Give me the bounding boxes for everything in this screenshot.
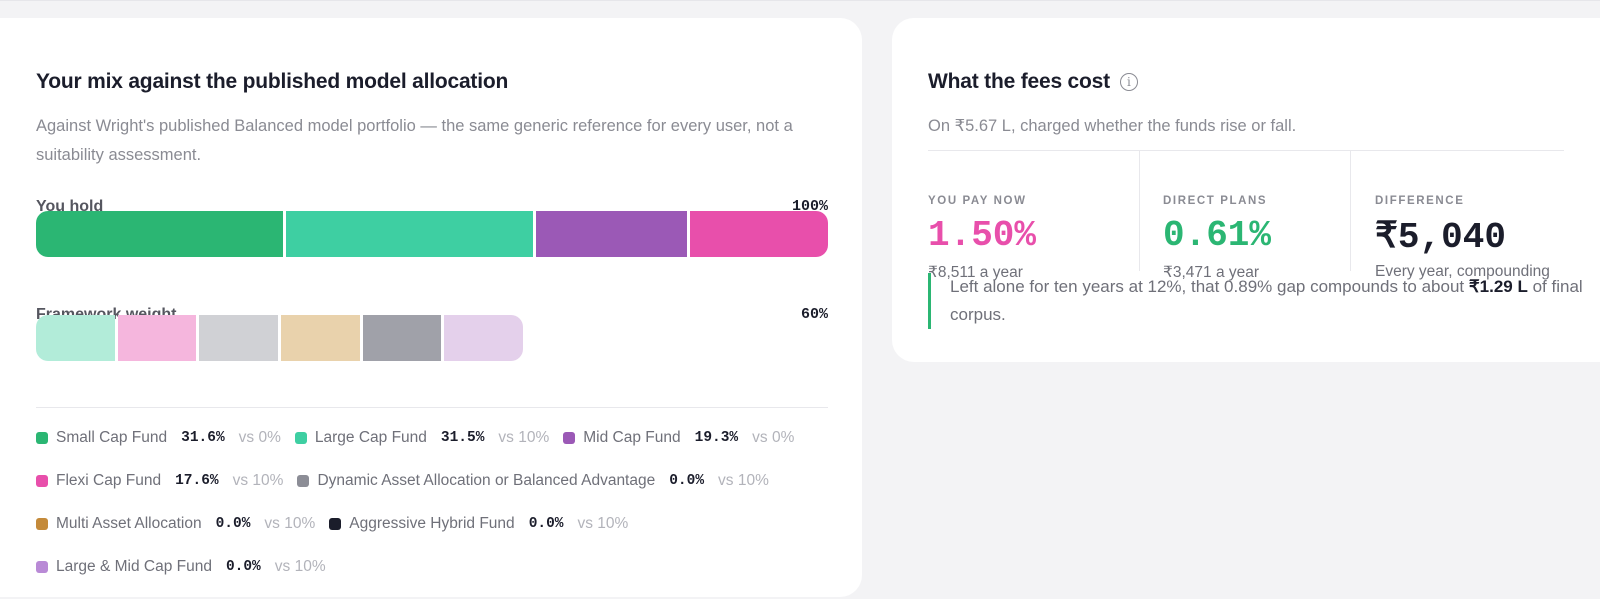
bar-segment-dynamic-asset-allocation-or-balanced-advantage — [199, 315, 279, 361]
legend-item: Large & Mid Cap Fund 0.0% vs 10% — [36, 558, 326, 576]
legend-item: Mid Cap Fund 19.3% vs 0% — [563, 429, 794, 447]
note-highlight: ₹1.29 L — [1468, 277, 1528, 296]
bar-segment-large-cap-fund — [286, 211, 534, 257]
legend-fund-value: 0.0% — [225, 559, 261, 575]
top-border — [0, 0, 1600, 1]
stat-value: 0.61% — [1163, 215, 1272, 256]
legend-fund-target: vs 10% — [498, 429, 550, 446]
hold-label: You hold — [36, 198, 104, 215]
legend-item: Large Cap Fund 31.5% vs 10% — [294, 429, 550, 447]
stat-difference: DIFFERENCE ₹5,040 Every year, compoundin… — [1350, 151, 1564, 280]
stat-label: DIRECT PLANS — [1163, 195, 1268, 207]
stat-separator — [1350, 151, 1351, 271]
legend-fund-name: Mid Cap Fund — [583, 429, 681, 446]
stat-detail: ₹8,511 a year — [928, 264, 1023, 281]
stat-label: DIFFERENCE — [1375, 195, 1465, 207]
legend-row: Multi Asset Allocation 0.0% vs 10% Aggressi… — [36, 513, 856, 535]
framework-total: 60% — [800, 306, 828, 323]
hold-total: 100% — [791, 198, 828, 215]
bar-segment-large-mid-cap-fund — [444, 315, 524, 361]
legend-item: Dynamic Asset Allocation or Balanced Adv… — [297, 472, 769, 490]
legend-fund-name: Large & Mid Cap Fund — [56, 558, 212, 575]
legend-row: Small Cap Fund 31.6% vs 0% Large Cap Fund 31… — [36, 427, 856, 449]
legend-swatch — [563, 432, 576, 444]
legend-fund-name: Flexi Cap Fund — [56, 472, 162, 489]
fees-card: What the fees cost i On ₹5.67 L, charged… — [892, 18, 1600, 362]
legend-swatch — [329, 518, 342, 530]
legend-fund-value: 31.6% — [181, 430, 225, 446]
legend-fund-name: Large Cap Fund — [314, 429, 427, 446]
hold-bar — [36, 211, 828, 257]
fees-divider — [928, 150, 1564, 151]
bar-segment-multi-asset-allocation — [281, 315, 360, 361]
legend-fund-target: vs 10% — [577, 515, 629, 532]
stat-value: ₹5,040 — [1375, 217, 1506, 258]
legend-row: Large & Mid Cap Fund 0.0% vs 10% — [36, 556, 856, 578]
legend-divider — [36, 407, 828, 408]
legend-fund-value: 17.6% — [175, 473, 219, 489]
legend-item: Small Cap Fund 31.6% vs 0% — [36, 429, 281, 447]
legend-fund-target: vs 10% — [718, 472, 769, 489]
legend-fund-name: Aggressive Hybrid Fund — [349, 515, 515, 532]
legend-fund-target: vs 10% — [264, 515, 316, 532]
legend-fund-name: Dynamic Asset Allocation or Balanced Adv… — [317, 472, 656, 489]
bar-segment-large-cap-fund — [36, 315, 115, 361]
legend-fund-value: 0.0% — [215, 516, 251, 532]
allocation-card: Your mix against the published model all… — [0, 18, 862, 597]
fees-subtitle: On ₹5.67 L, charged whether the funds ri… — [928, 117, 1297, 135]
bar-segment-flexi-cap-fund — [117, 315, 197, 361]
legend-fund-target: vs 0% — [752, 429, 795, 446]
legend-fund-name: Small Cap Fund — [56, 429, 168, 446]
compounding-note: Left alone for ten years at 12%, that 0.… — [928, 273, 1590, 329]
stat-direct-plans: DIRECT PLANS 0.61% ₹3,471 a year — [1139, 151, 1350, 281]
legend-fund-target: vs 10% — [232, 472, 284, 489]
legend-item: Flexi Cap Fund 17.6% vs 10% — [36, 472, 283, 490]
legend-swatch — [36, 561, 48, 573]
note-tail: of final corpus. — [950, 277, 1583, 324]
legend-swatch — [294, 432, 307, 444]
allocation-title: Your mix against the published model all… — [36, 70, 509, 93]
fees-title-row: What the fees cost i — [928, 70, 1138, 94]
legend-item: Aggressive Hybrid Fund 0.0% vs 10% — [329, 515, 628, 533]
legend-swatch — [297, 475, 310, 487]
legend-item: Multi Asset Allocation 0.0% vs 10% — [36, 515, 315, 533]
framework-bar — [36, 315, 524, 361]
bar-segment-flexi-cap-fund — [690, 211, 828, 257]
legend-fund-value: 19.3% — [694, 430, 739, 446]
bar-segment-mid-cap-fund — [536, 211, 688, 257]
fees-title: What the fees cost — [928, 70, 1110, 93]
stat-you-pay-now: YOU PAY NOW 1.50% ₹8,511 a year — [928, 151, 1139, 281]
legend-swatch — [36, 432, 48, 444]
stat-detail: ₹3,471 a year — [1163, 264, 1260, 281]
legend-fund-target: vs 10% — [274, 558, 326, 575]
info-icon[interactable]: i — [1119, 73, 1138, 91]
legend-fund-value: 0.0% — [528, 516, 564, 532]
legend-row: Flexi Cap Fund 17.6% vs 10% Dynamic Asset A… — [36, 470, 856, 492]
legend-swatch — [36, 518, 48, 530]
fund-legend: Small Cap Fund 31.6% vs 0% Large Cap Fund 31… — [36, 427, 856, 599]
stat-separator — [1139, 151, 1140, 271]
legend-fund-name: Multi Asset Allocation — [56, 515, 202, 532]
legend-swatch — [36, 475, 48, 487]
stat-detail: Every year, compounding — [1375, 263, 1550, 280]
note-text: Left alone for ten years at 12%, that 0.… — [950, 277, 1469, 296]
stat-label: YOU PAY NOW — [928, 195, 1027, 207]
bar-segment-small-cap-fund — [36, 211, 284, 257]
legend-fund-value: 31.5% — [440, 430, 485, 446]
legend-fund-target: vs 0% — [238, 429, 281, 446]
bar-segment-aggressive-hybrid-fund — [362, 315, 442, 361]
allocation-subtitle: Against Wright's published Balanced mode… — [36, 117, 793, 164]
stat-value: 1.50% — [928, 215, 1037, 256]
legend-fund-value: 0.0% — [669, 473, 705, 489]
